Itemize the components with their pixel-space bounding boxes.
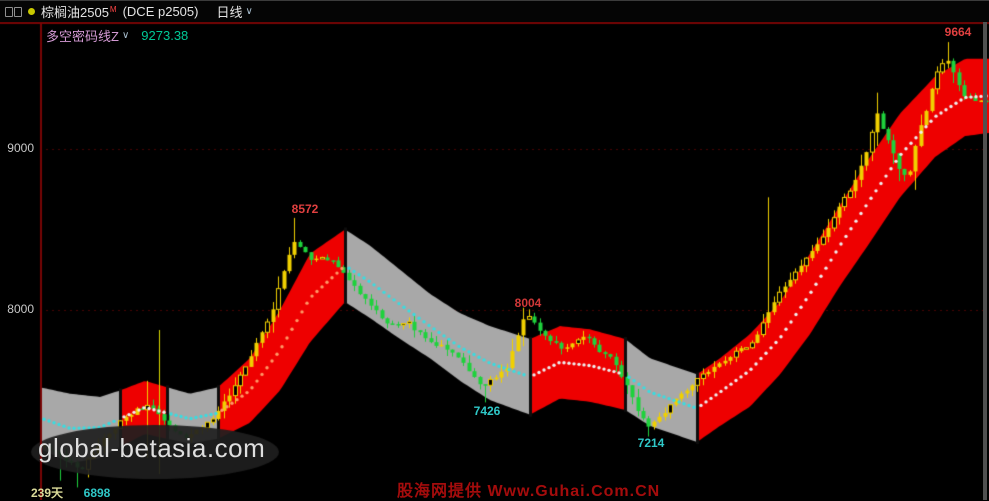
chevron-down-icon: ∨ <box>121 29 130 41</box>
price-annotation-6898: 6898 <box>83 486 111 500</box>
link-icon <box>5 6 22 17</box>
indicator-row: 多空密码线Z ∨ 9273.38 <box>46 26 188 45</box>
footer-credit: 股海网提供 Www.Guhai.Com.CN <box>397 483 661 500</box>
y-axis-label: 8000 <box>7 302 34 316</box>
period-selector[interactable]: 日线 ∨ <box>216 2 252 21</box>
indicator-value: 9273.38 <box>141 28 189 43</box>
title-bar: 棕榈油2505M (DCE p2505) 日线 ∨ <box>0 0 989 22</box>
symbol-flag: M <box>109 4 117 14</box>
symbol-name: 棕榈油2505M <box>41 2 117 21</box>
period-label: 日线 <box>216 5 243 20</box>
price-annotation-8572: 8572 <box>291 202 319 216</box>
measure-days-label: 239天 <box>31 486 64 500</box>
marker-dot-icon <box>28 8 35 15</box>
price-annotation-8004: 8004 <box>514 296 542 310</box>
indicator-label: 多空密码线Z <box>46 29 119 44</box>
price-annotation-7426: 7426 <box>473 404 501 418</box>
indicator-selector[interactable]: 多空密码线Z ∨ <box>46 26 129 45</box>
y-axis-label: 9000 <box>7 141 34 155</box>
exchange-code: (DCE p2505) <box>122 4 199 19</box>
right-scrollbar[interactable] <box>983 22 987 500</box>
chevron-down-icon: ∨ <box>245 5 253 17</box>
price-annotation-7214: 7214 <box>637 436 665 450</box>
symbol-title: 棕榈油2505 <box>41 5 109 20</box>
price-annotation-9664: 9664 <box>944 25 972 39</box>
watermark: global-betasia.com <box>38 433 266 463</box>
